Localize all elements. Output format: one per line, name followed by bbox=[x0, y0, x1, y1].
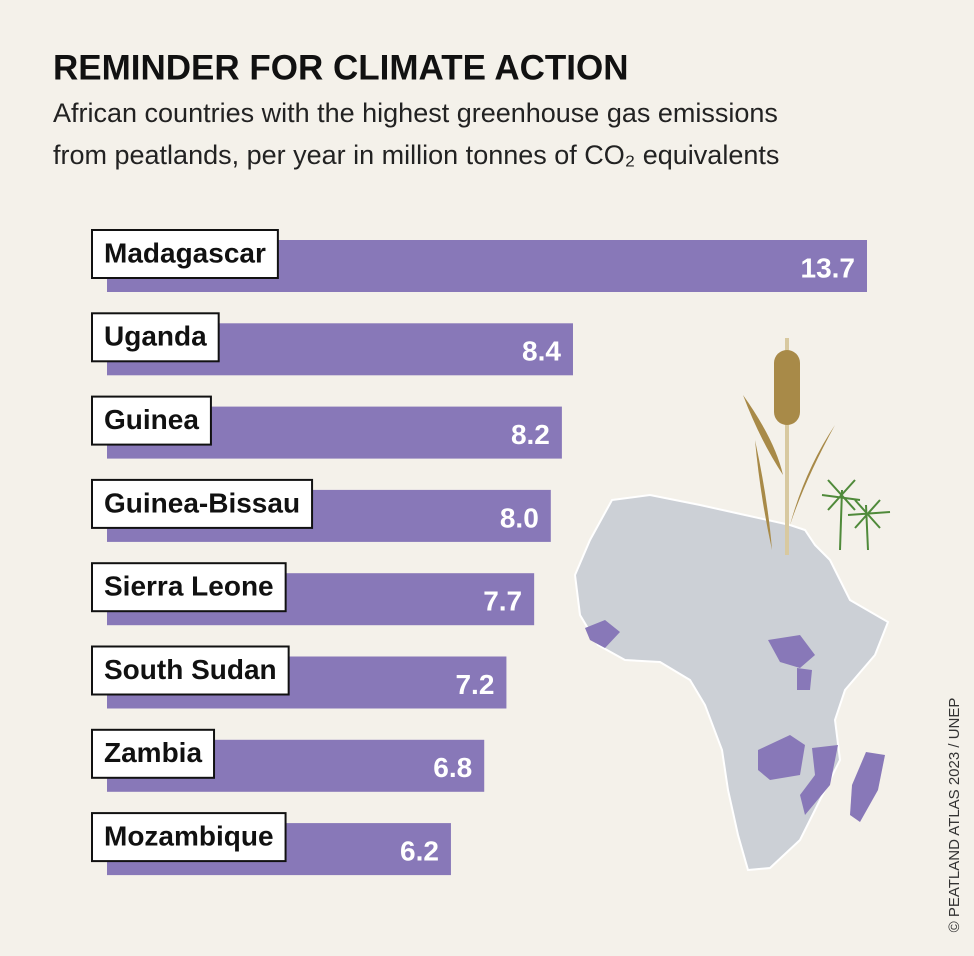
category-label: Madagascar bbox=[104, 237, 266, 268]
category-label: Uganda bbox=[104, 321, 207, 352]
category-label: South Sudan bbox=[104, 654, 277, 685]
value-label: 8.2 bbox=[511, 419, 550, 450]
category-label: Mozambique bbox=[104, 820, 274, 851]
category-label: Sierra Leone bbox=[104, 571, 274, 602]
map-mozambique bbox=[800, 745, 838, 815]
label-box bbox=[91, 478, 314, 529]
chart-subtitle: from peatlands, per year in million tonn… bbox=[53, 140, 779, 170]
africa-map bbox=[573, 493, 890, 872]
map-zambia bbox=[758, 735, 805, 780]
category-label: Guinea-Bissau bbox=[104, 487, 300, 518]
value-label: 8.4 bbox=[522, 336, 561, 367]
label-box bbox=[91, 728, 216, 779]
label-box bbox=[91, 645, 290, 696]
chart-title: REMINDER FOR CLIMATE ACTION bbox=[53, 48, 629, 87]
value-label: 7.7 bbox=[483, 586, 522, 617]
map-madagascar bbox=[850, 752, 885, 822]
value-label: 6.8 bbox=[433, 752, 472, 783]
label-box bbox=[91, 562, 287, 613]
map-land bbox=[573, 493, 890, 872]
value-label: 8.0 bbox=[500, 502, 539, 533]
category-label: Guinea bbox=[104, 404, 199, 435]
map-uganda bbox=[797, 668, 812, 690]
credit: © PEATLAND ATLAS 2023 / UNEP bbox=[946, 698, 963, 933]
label-box bbox=[91, 312, 220, 363]
value-label: 13.7 bbox=[801, 252, 856, 283]
label-box bbox=[91, 395, 212, 446]
category-label: Zambia bbox=[104, 737, 202, 768]
plant-illustration bbox=[743, 338, 891, 555]
label-box bbox=[91, 812, 287, 863]
label-box bbox=[91, 229, 279, 279]
value-label: 6.2 bbox=[400, 835, 439, 866]
value-label: 7.2 bbox=[455, 669, 494, 700]
chart-subtitle: African countries with the highest green… bbox=[53, 98, 778, 128]
map-guinea bbox=[585, 620, 620, 648]
map-south-sudan bbox=[768, 635, 815, 668]
